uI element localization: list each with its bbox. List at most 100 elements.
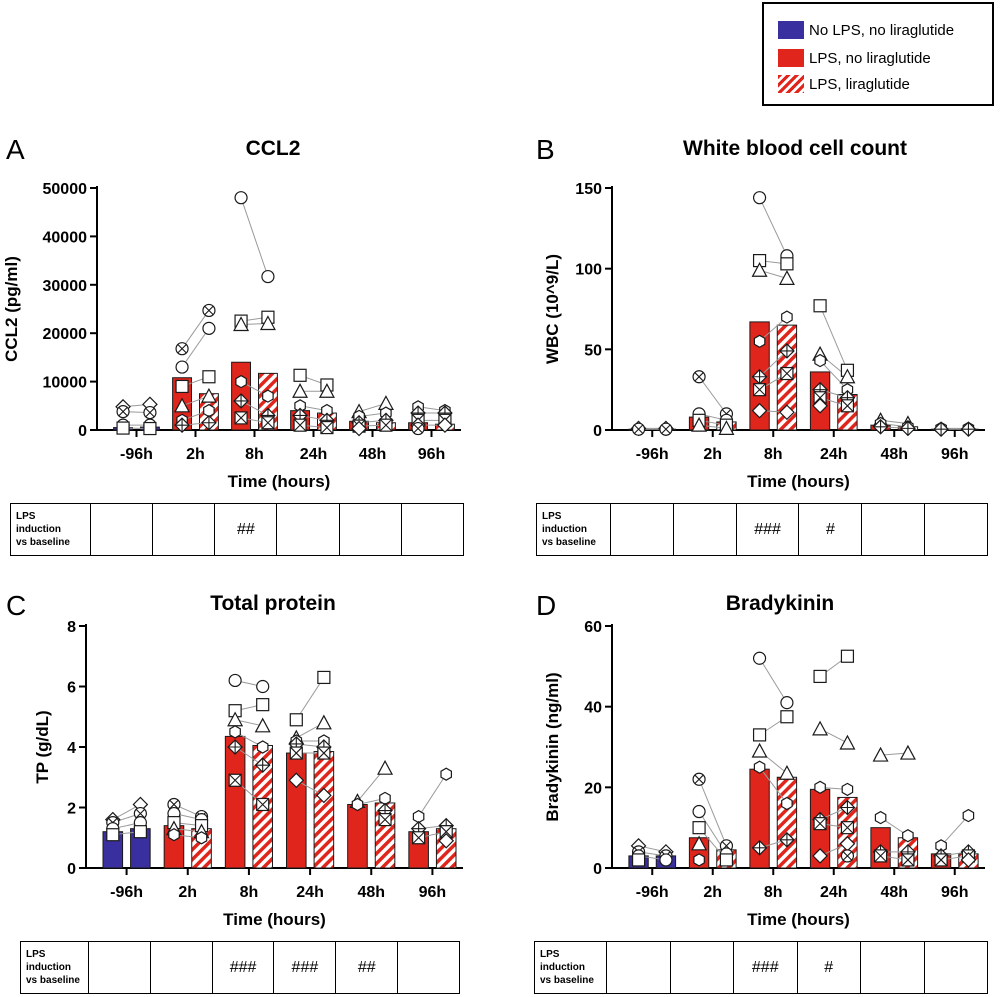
legend-label-lps: LPS, no liraglutide bbox=[809, 49, 931, 67]
panel-d-title: Bradykinin bbox=[725, 592, 835, 615]
legend-swatch-red bbox=[778, 49, 804, 67]
data-point-triangle bbox=[254, 717, 271, 733]
y-tick-label: 50 bbox=[584, 342, 602, 359]
y-tick-label: 40000 bbox=[43, 229, 88, 246]
data-point-cross bbox=[169, 799, 179, 810]
data-point-triangle bbox=[233, 316, 250, 332]
data-point-triangle bbox=[812, 720, 829, 736]
data-point-cross bbox=[813, 391, 827, 405]
data-point-diamond bbox=[812, 397, 828, 414]
data-point-triangle bbox=[377, 759, 394, 775]
stats-row-label: LPS induction vs baseline bbox=[536, 503, 611, 556]
data-point-cross bbox=[234, 411, 248, 425]
chart-b: 0 50 100 150 WBC (10^9/L) Time (hours) -96h 2h 8… bbox=[543, 181, 985, 491]
data-point-square bbox=[631, 853, 646, 867]
x-tick-label: 8h bbox=[245, 446, 264, 463]
stats-cell: ### bbox=[211, 941, 275, 994]
x-tick-label: 24h bbox=[296, 884, 324, 901]
data-point-cross bbox=[633, 424, 644, 434]
data-point-cross bbox=[177, 344, 187, 354]
stats-cell bbox=[338, 503, 402, 556]
legend: No LPS, no liraglutide LPS, no liragluti… bbox=[762, 2, 994, 106]
x-tick-label: -96h bbox=[110, 884, 143, 901]
stats-cell bbox=[610, 503, 674, 556]
stats-cell: ### bbox=[273, 941, 337, 994]
x-tick-label: 2h bbox=[703, 446, 722, 463]
data-point-cross bbox=[934, 853, 948, 867]
x-tick-label: 48h bbox=[357, 884, 385, 901]
stats-cell bbox=[276, 503, 340, 556]
pair-line bbox=[759, 197, 788, 256]
y-tick-label: 2 bbox=[67, 801, 76, 818]
stats-cell bbox=[606, 941, 671, 994]
x-axis-title: Time (hours) bbox=[747, 472, 850, 491]
data-point-diamond bbox=[812, 848, 828, 864]
data-point-square bbox=[780, 257, 794, 271]
data-point-triangle bbox=[691, 416, 708, 432]
y-tick-label: 40 bbox=[584, 700, 602, 717]
data-point-cross bbox=[694, 372, 704, 382]
bar-liraglutide bbox=[313, 751, 335, 869]
data-point-hexagon bbox=[262, 389, 274, 403]
chart-c: 0 2 4 6 8 TP (g/dL) Time (hours) -96h 2h 8h 24h 48h… bbox=[33, 619, 463, 929]
data-point-triangle bbox=[259, 315, 276, 331]
x-axis-title: Time (hours) bbox=[747, 910, 850, 929]
stats-row-label: LPS induction vs baseline bbox=[534, 941, 607, 994]
data-point-plus bbox=[779, 832, 794, 847]
data-point-hexagon bbox=[874, 810, 887, 825]
stats-cell bbox=[149, 941, 213, 994]
data-point-hexagon bbox=[814, 780, 826, 794]
data-point-triangle bbox=[200, 387, 217, 403]
x-tick-label: 48h bbox=[359, 446, 387, 463]
x-axis-title: Time (hours) bbox=[223, 910, 326, 929]
bar-no-liraglutide bbox=[286, 752, 307, 869]
panel-a-stats-table: LPS induction vs baseline ## bbox=[10, 503, 465, 556]
y-tick-label: 6 bbox=[67, 680, 76, 697]
data-point-square bbox=[256, 698, 270, 712]
data-point-hexagon bbox=[256, 740, 269, 754]
data-point-hexagon bbox=[753, 334, 766, 348]
pair-line bbox=[698, 376, 727, 415]
x-tick-label: 96h bbox=[418, 446, 446, 463]
panel-d-letter: D bbox=[536, 590, 557, 621]
x-tick-label: 96h bbox=[941, 446, 969, 463]
x-tick-label: 24h bbox=[820, 446, 848, 463]
data-point-triangle bbox=[751, 742, 768, 758]
legend-label-no-lps: No LPS, no liraglutide bbox=[809, 21, 955, 39]
data-point-cross bbox=[413, 423, 423, 434]
y-tick-label: 60 bbox=[584, 619, 602, 636]
data-point-hexagon bbox=[841, 782, 854, 797]
pair-line bbox=[181, 310, 210, 349]
y-tick-label: 30000 bbox=[43, 278, 88, 295]
data-point-cross bbox=[439, 825, 453, 839]
data-point-circle bbox=[261, 269, 275, 284]
y-axis-title: Bradykinin (ng/ml) bbox=[543, 672, 562, 821]
y-tick-label: 4 bbox=[67, 740, 76, 757]
data-point-hexagon bbox=[693, 853, 705, 867]
data-point-square bbox=[143, 421, 157, 436]
data-point-triangle bbox=[899, 744, 916, 760]
data-point-cross bbox=[289, 746, 303, 760]
data-point-plus bbox=[934, 422, 949, 437]
stats-cell bbox=[88, 941, 151, 994]
y-tick-label: 0 bbox=[78, 423, 87, 440]
stats-cell bbox=[861, 503, 926, 556]
data-point-cross bbox=[317, 746, 331, 760]
data-point-diamond bbox=[960, 852, 977, 868]
data-point-hexagon bbox=[781, 310, 793, 324]
data-point-plus bbox=[175, 418, 190, 433]
data-point-plus bbox=[234, 393, 249, 408]
legend-item-no-lps: No LPS, no liraglutide bbox=[778, 20, 954, 40]
data-point-square bbox=[116, 421, 130, 435]
panel-b-letter: B bbox=[536, 134, 555, 165]
data-point-circle bbox=[228, 673, 242, 688]
data-point-cross bbox=[661, 424, 671, 434]
stats-cell bbox=[672, 503, 737, 556]
pair-line bbox=[418, 773, 447, 817]
data-point-square bbox=[175, 379, 189, 394]
panel-c-stats-table: LPS induction vs baseline ### ### ## bbox=[20, 941, 460, 994]
data-point-triangle bbox=[174, 397, 191, 413]
y-tick-label: 20 bbox=[584, 780, 602, 797]
data-point-cross bbox=[841, 399, 854, 413]
data-point-cross bbox=[204, 305, 214, 316]
